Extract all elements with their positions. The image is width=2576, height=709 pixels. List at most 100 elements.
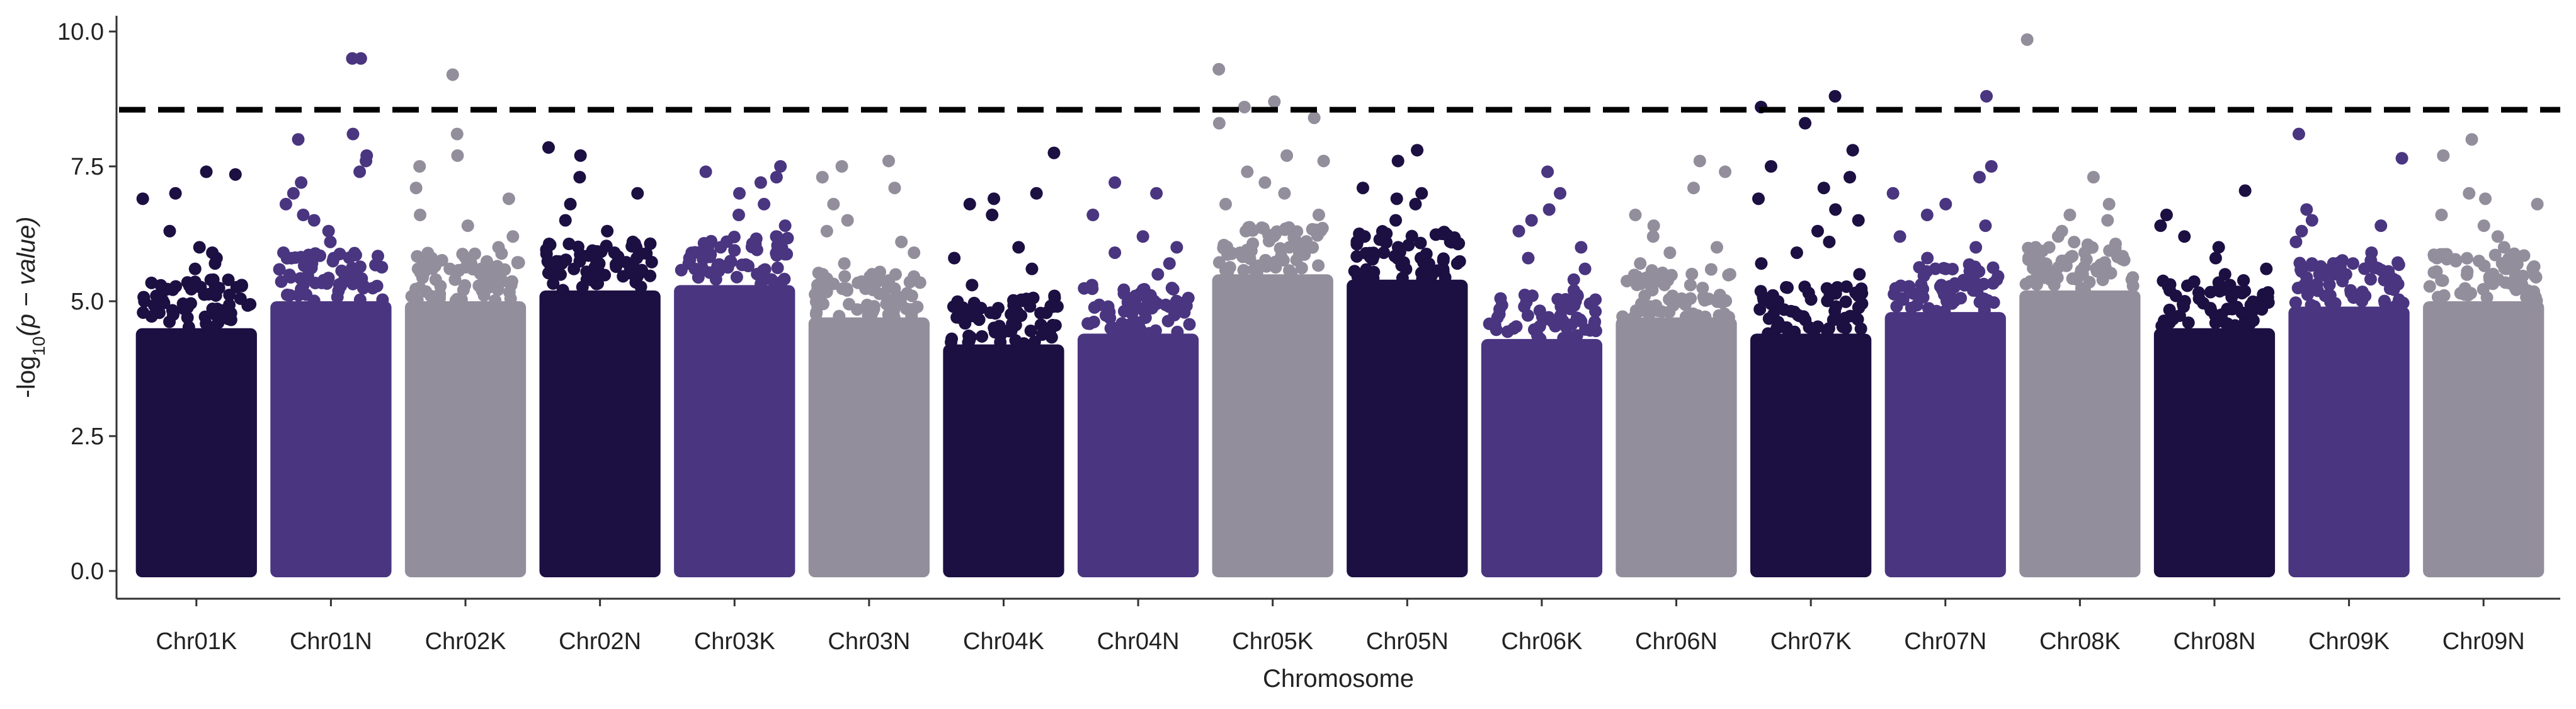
snp-point — [1262, 234, 1275, 248]
y-tick-label: 7.5 — [71, 154, 104, 180]
snp-point — [1823, 289, 1837, 302]
snp-point — [627, 262, 641, 275]
snp-point — [411, 294, 424, 307]
snp-point — [1855, 287, 1869, 300]
snp-point — [461, 219, 474, 233]
snp-point — [1007, 294, 1020, 307]
snp-point — [1666, 289, 1679, 303]
snp-point — [2096, 274, 2109, 287]
snp-point — [2305, 214, 2318, 227]
snp-point — [1777, 303, 1791, 316]
x-tick-label: Chr02K — [425, 628, 506, 655]
snp-point — [419, 285, 433, 298]
snp-point — [547, 277, 560, 290]
snp-point — [2163, 303, 2176, 316]
snp-point — [1939, 197, 1952, 210]
snp-point — [2477, 219, 2490, 233]
snp-point — [1414, 236, 1427, 250]
snp-point — [1986, 261, 2000, 274]
point-cloud-chr05n — [1347, 279, 1468, 577]
snp-point — [1684, 279, 1697, 292]
snp-point — [699, 165, 712, 178]
snp-point — [2460, 251, 2473, 265]
snp-point — [1852, 301, 1865, 314]
snp-point — [881, 279, 894, 292]
snp-point — [1766, 292, 1779, 306]
snp-point — [1512, 224, 1525, 238]
snp-point — [1646, 230, 1660, 243]
x-tick-label: Chr04N — [1097, 628, 1180, 655]
snp-point — [301, 269, 314, 282]
snp-point — [833, 309, 846, 323]
snp-point — [279, 197, 292, 210]
x-tick-label: Chr02N — [559, 628, 641, 655]
snp-point — [870, 276, 883, 289]
snp-point — [1719, 165, 1732, 178]
snp-point — [1978, 292, 1991, 306]
snp-point — [855, 275, 868, 288]
snp-point — [576, 280, 589, 294]
snp-point — [688, 262, 702, 275]
snp-point — [905, 289, 918, 303]
snp-point — [1419, 268, 1432, 281]
snp-point — [1846, 144, 1859, 157]
x-tick-label: Chr01K — [156, 628, 237, 655]
snp-point — [198, 288, 211, 301]
snp-point — [1391, 154, 1405, 168]
snp-point — [573, 171, 586, 184]
snp-point — [945, 336, 958, 349]
snp-point — [1969, 241, 1983, 254]
snp-point — [564, 197, 577, 210]
snp-point — [2257, 288, 2270, 301]
snp-point — [1575, 241, 1588, 254]
snp-point — [1589, 293, 1602, 306]
snp-point — [593, 257, 606, 270]
snp-point — [1723, 268, 1736, 281]
x-tick-label: Chr01N — [290, 628, 372, 655]
snp-point — [1415, 187, 1428, 200]
snp-point — [2500, 262, 2513, 275]
snp-point — [2102, 197, 2116, 210]
snp-point — [1047, 300, 1060, 313]
snp-point — [1696, 281, 1709, 294]
snp-point — [1390, 192, 1403, 205]
snp-point — [2209, 251, 2222, 265]
snp-point — [1028, 335, 1041, 349]
snp-point — [644, 237, 657, 250]
snp-point — [1579, 323, 1592, 336]
snp-point — [459, 251, 472, 264]
snp-point — [449, 294, 462, 307]
point-cloud-chr02n — [539, 290, 661, 577]
snp-point — [1163, 257, 1176, 270]
snp-point — [2059, 254, 2072, 267]
snp-point — [2449, 255, 2463, 268]
snp-point — [1896, 292, 1909, 305]
snp-point — [2395, 152, 2408, 165]
snp-point — [1182, 291, 1195, 304]
snp-point — [1973, 265, 1986, 278]
snp-point — [1429, 228, 1442, 241]
snp-point — [1240, 224, 1253, 238]
snp-point — [1024, 324, 1037, 337]
snp-point — [1170, 241, 1183, 254]
snp-point — [223, 288, 236, 301]
snp-point — [988, 192, 1001, 205]
snp-point — [2204, 302, 2217, 315]
snp-point — [1567, 284, 1580, 297]
snp-point — [277, 246, 290, 259]
snp-point — [223, 298, 236, 311]
snp-point — [562, 237, 576, 250]
snp-point — [468, 247, 481, 260]
snp-point — [1295, 262, 1308, 275]
snp-point — [1679, 310, 1692, 323]
snp-point — [608, 246, 621, 259]
snp-point — [2076, 268, 2089, 281]
snp-point — [2359, 289, 2372, 303]
snp-point — [962, 334, 976, 347]
snp-point — [2435, 209, 2448, 222]
snp-point — [1990, 273, 2003, 286]
snp-point — [730, 270, 743, 284]
snp-point — [188, 262, 202, 275]
snp-point — [315, 276, 328, 289]
